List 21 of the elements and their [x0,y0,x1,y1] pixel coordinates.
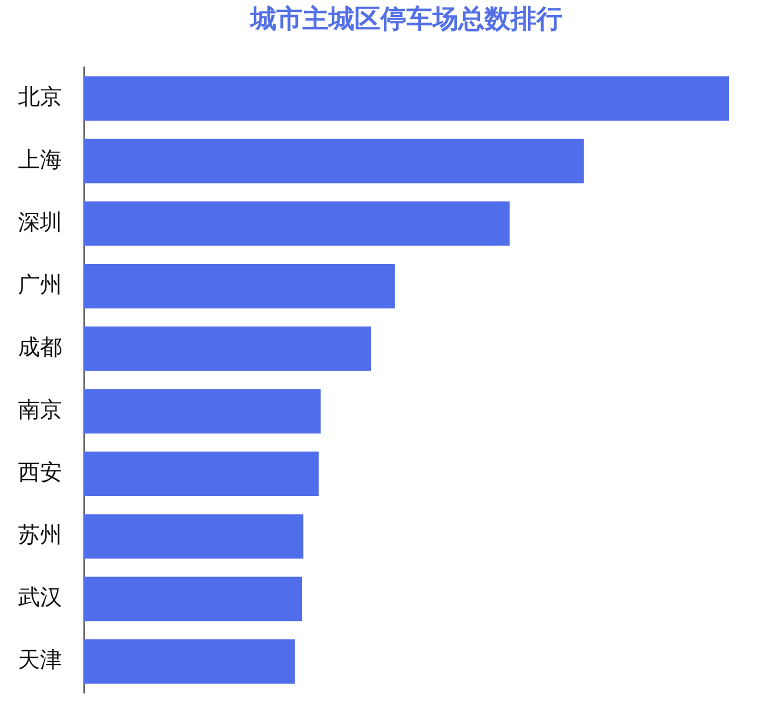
bar [84,76,729,121]
y-tick-label: 成都 [18,335,62,360]
y-tick-label: 深圳 [18,210,62,236]
bar [84,389,321,434]
y-tick-label: 广州 [18,272,62,298]
bar [84,138,584,184]
bar [84,264,395,308]
y-tick-label: 北京 [18,85,62,110]
bar [84,452,319,496]
y-tick-label: 西安 [18,460,62,486]
chart-title: 城市主城区停车场总数排行 [250,4,562,34]
bar [84,326,372,371]
bar [84,576,302,622]
bar [84,639,295,684]
bar [84,201,510,246]
y-tick-label: 苏州 [18,523,62,548]
y-tick-label: 天津 [18,648,62,674]
y-tick-label: 武汉 [18,586,62,611]
y-tick-label: 南京 [18,398,62,423]
y-tick-label: 上海 [18,148,62,173]
bar [84,514,304,559]
